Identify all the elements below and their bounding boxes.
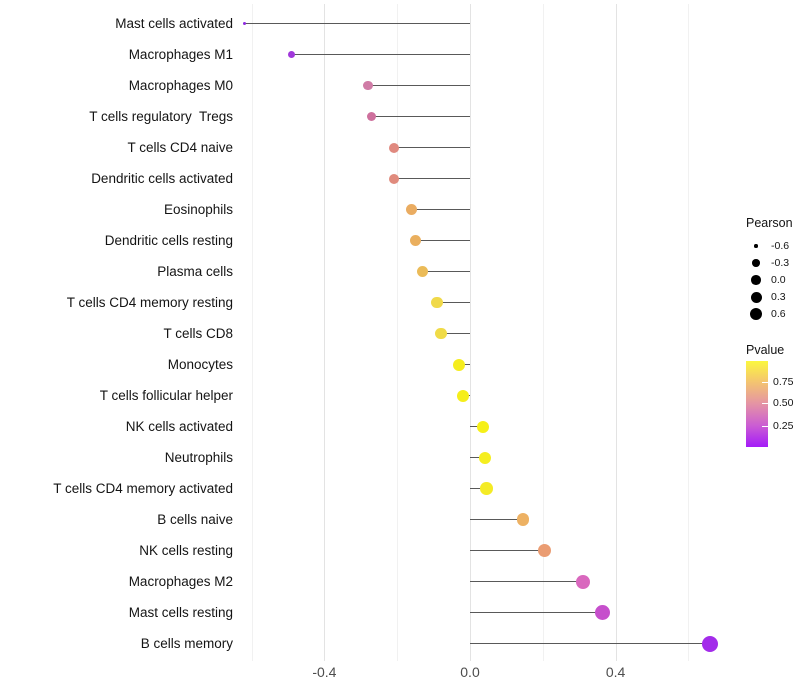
y-axis-label: T cells CD4 memory resting	[66, 294, 233, 310]
lollipop-stem	[371, 115, 470, 118]
lollipop-dot	[453, 358, 466, 371]
lollipop-stem	[470, 425, 483, 428]
legend-size-dot	[751, 275, 761, 285]
lollipop-stem	[437, 301, 470, 304]
lollipop-dot	[366, 111, 377, 122]
y-axis-label: Macrophages M0	[128, 77, 233, 93]
colorbar-tick	[762, 402, 768, 404]
lollipop-dot	[538, 544, 552, 557]
y-axis-label: T cells follicular helper	[99, 387, 233, 403]
lollipop-dot	[388, 142, 399, 153]
y-axis-label: Macrophages M1	[128, 46, 233, 62]
lollipop-stem	[470, 642, 711, 645]
x-axis-tick-label: 0.4	[605, 664, 626, 680]
gridline	[542, 4, 544, 661]
lollipop-stem	[291, 53, 470, 56]
y-axis-label: T cells regulatory Tregs	[89, 108, 233, 124]
legend-size-label: -0.6	[771, 240, 790, 252]
gridline	[615, 4, 617, 661]
y-axis-label: Dendritic cells resting	[104, 232, 233, 248]
y-axis-label: B cells naive	[157, 511, 233, 527]
lollipop-dot	[242, 21, 247, 26]
x-axis-tick-label: 0.0	[460, 664, 480, 680]
colorbar-tick	[762, 425, 768, 427]
y-axis-label: T cells CD4 memory activated	[53, 480, 233, 496]
legend-size-dot	[749, 307, 763, 321]
y-axis-label: T cells CD4 naive	[127, 139, 233, 155]
lollipop-dot	[702, 635, 719, 652]
pvalue-colorbar	[746, 361, 768, 447]
colorbar-tick	[762, 381, 768, 383]
lollipop-stem	[470, 487, 487, 490]
legend-size-dot	[750, 291, 762, 303]
x-axis-tick-label: -0.4	[312, 664, 337, 680]
lollipop-stem	[422, 270, 470, 273]
lollipop-dot	[409, 235, 421, 246]
lollipop-dot	[431, 296, 443, 309]
lollipop-dot	[575, 574, 590, 589]
lollipop-stem	[470, 580, 583, 583]
legend-size-label: 0.0	[771, 274, 786, 286]
y-axis-label: Eosinophils	[163, 201, 233, 217]
y-axis-label: B cells memory	[140, 635, 233, 651]
legend-pvalue-title: Pvalue	[746, 343, 785, 357]
lollipop-dot	[288, 51, 296, 58]
y-axis-label: Dendritic cells activated	[91, 170, 233, 186]
lollipop-stem	[368, 84, 470, 87]
legend-size-dot	[754, 244, 758, 248]
colorbar-tick-label: 0.50	[773, 396, 794, 409]
lollipop-stem	[244, 22, 470, 25]
lollipop-stem	[470, 549, 545, 552]
lollipop-stem	[411, 208, 470, 211]
gridline	[324, 4, 326, 661]
lollipop-stem	[440, 332, 470, 335]
legend-size-label: 0.6	[771, 308, 786, 320]
lollipop-dot	[406, 204, 418, 215]
lollipop-dot	[480, 482, 493, 495]
colorbar-tick-label: 0.25	[773, 419, 794, 432]
lollipop-dot	[435, 327, 447, 340]
legend-size-dot	[752, 259, 760, 267]
lollipop-stem	[470, 456, 485, 459]
y-axis-label: Mast cells activated	[115, 15, 233, 31]
lollipop-dot	[417, 266, 429, 277]
lollipop-dot	[476, 420, 489, 433]
lollipop-stem	[470, 518, 523, 521]
lollipop-stem	[470, 611, 603, 614]
lollipop-dot	[478, 451, 491, 464]
gridline	[397, 4, 399, 661]
lollipop-dot	[456, 389, 469, 402]
lollipop-dot	[363, 80, 373, 91]
legend-size-label: -0.3	[771, 257, 790, 269]
y-axis-label: Plasma cells	[157, 263, 233, 279]
gridline	[251, 4, 253, 661]
gridline	[688, 4, 690, 661]
lollipop-dot	[595, 605, 611, 620]
legend-pearson-title: Pearson	[746, 216, 793, 230]
y-axis-label: Neutrophils	[164, 449, 233, 465]
gridline	[470, 4, 471, 661]
lollipop-dot	[516, 513, 530, 526]
lollipop-stem	[393, 146, 470, 149]
y-axis-label: T cells CD8	[163, 325, 233, 341]
lollipop-stem	[393, 177, 470, 180]
y-axis-label: Macrophages M2	[128, 573, 233, 589]
y-axis-label: NK cells activated	[125, 418, 233, 434]
lollipop-dot	[388, 173, 399, 184]
legend-size-label: 0.3	[771, 291, 786, 303]
y-axis-label: NK cells resting	[139, 542, 233, 558]
y-axis-label: Monocytes	[167, 356, 233, 372]
y-axis-label: Mast cells resting	[128, 604, 233, 620]
lollipop-stem	[415, 239, 470, 242]
colorbar-tick-label: 0.75	[773, 375, 794, 388]
